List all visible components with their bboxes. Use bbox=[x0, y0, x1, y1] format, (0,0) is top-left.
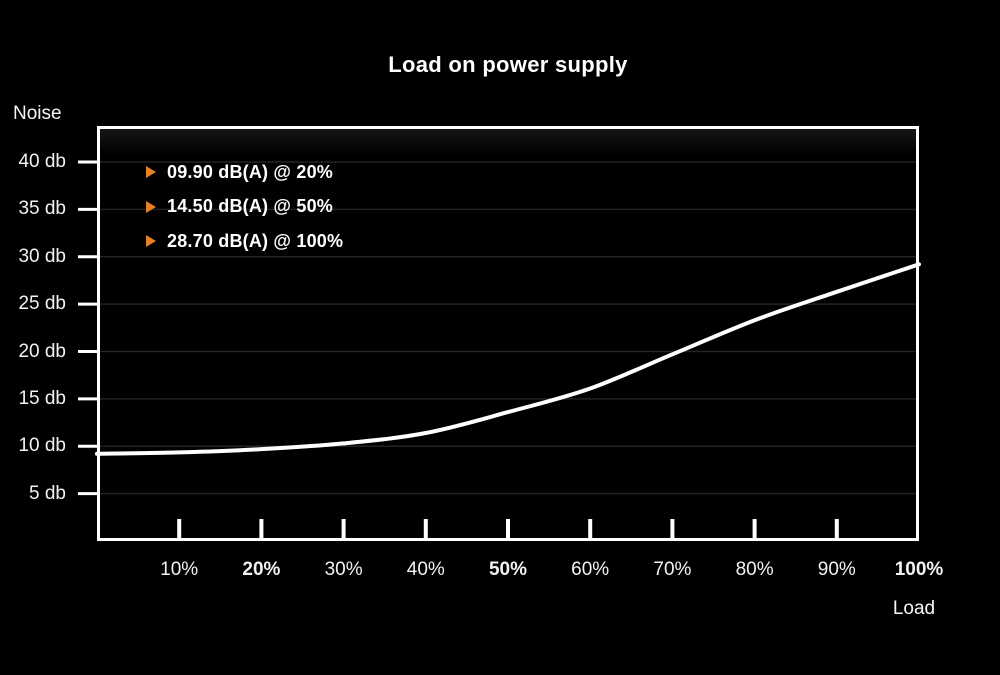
annotation-legend: 09.90 dB(A) @ 20% 14.50 dB(A) @ 50% 28.7… bbox=[146, 161, 343, 265]
x-tick-label: 60% bbox=[571, 559, 610, 580]
y-tick-label: 35 db bbox=[18, 198, 66, 220]
plot-border bbox=[97, 126, 919, 541]
x-tick-label: 100% bbox=[894, 559, 944, 580]
y-tick-label: 30 db bbox=[18, 245, 66, 267]
annotation-row: 09.90 dB(A) @ 20% bbox=[146, 161, 343, 183]
y-tick-label: 15 db bbox=[18, 387, 66, 409]
x-tick-label: 30% bbox=[324, 559, 363, 580]
annotation-label: 14.50 dB(A) @ 50% bbox=[167, 196, 334, 216]
noise-curve bbox=[95, 262, 921, 456]
x-tick-label: 50% bbox=[488, 559, 528, 580]
x-tick-label: 40% bbox=[406, 559, 445, 580]
triangle-marker-icon bbox=[146, 166, 156, 178]
triangle-marker-icon bbox=[146, 235, 156, 247]
triangle-marker-icon bbox=[146, 200, 156, 213]
x-tick-label: 20% bbox=[242, 559, 281, 580]
x-tick-label: 80% bbox=[735, 559, 774, 580]
y-axis-title: Noise bbox=[13, 103, 62, 124]
x-tick-label: 10% bbox=[160, 559, 199, 580]
y-tick-label: 10 db bbox=[18, 435, 66, 457]
x-axis-title: Load bbox=[892, 598, 936, 619]
x-tick-label: 90% bbox=[817, 559, 856, 580]
annotation-row: 28.70 dB(A) @ 100% bbox=[146, 230, 343, 252]
y-tick-label: 40 db bbox=[18, 151, 66, 172]
y-tick-label: 20 db bbox=[18, 340, 66, 362]
annotation-label: 09.90 dB(A) @ 20% bbox=[167, 161, 334, 182]
annotation-label: 28.70 dB(A) @ 100% bbox=[167, 230, 344, 251]
chart-title: Load on power supply bbox=[388, 52, 628, 77]
x-tick-label: 70% bbox=[653, 559, 692, 580]
y-tick-label: 5 db bbox=[29, 482, 66, 504]
annotation-row: 14.50 dB(A) @ 50% bbox=[146, 196, 343, 218]
plot-top-sheen bbox=[97, 126, 919, 156]
y-tick-label: 25 db bbox=[18, 293, 66, 315]
